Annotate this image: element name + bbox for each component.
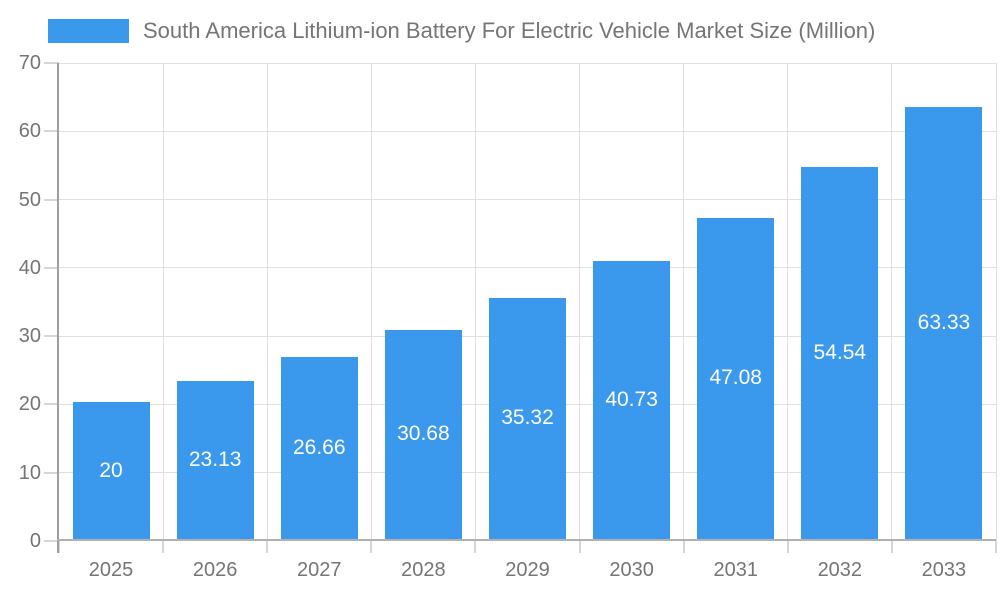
bar-2029[interactable]: 35.32 — [489, 297, 566, 539]
x-axis-tick — [995, 541, 997, 553]
x-axis-label-2029: 2029 — [505, 559, 550, 581]
y-axis-tick — [44, 62, 59, 64]
gridline-horizontal — [59, 199, 996, 201]
gridline-vertical — [579, 63, 581, 541]
x-axis-tick — [266, 541, 269, 553]
gridline-vertical — [995, 63, 997, 541]
bar-value-label: 20 — [99, 458, 123, 482]
gridline-vertical — [266, 63, 268, 541]
gridline-horizontal — [59, 130, 996, 132]
bar-value-label: 63.33 — [917, 310, 971, 334]
x-axis-label-2027: 2027 — [297, 559, 342, 581]
plot-area: 0 10 20 30 40 50 60 70 20 23.13 26.66 30.68 35.32 40.… — [19, 52, 997, 581]
y-axis-label: 30 — [18, 325, 41, 348]
y-axis-tick — [44, 266, 59, 269]
gridline-vertical — [683, 63, 685, 541]
y-axis-tick — [44, 403, 59, 406]
y-axis-line — [57, 63, 59, 553]
bar-value-label: 40.73 — [605, 387, 658, 411]
bar-value-label: 47.08 — [709, 366, 762, 390]
x-axis-label-2028: 2028 — [401, 559, 446, 581]
y-axis-tick — [44, 540, 59, 542]
y-axis-tick — [44, 335, 59, 338]
x-axis-label-2026: 2026 — [192, 559, 238, 581]
x-axis-label-2031: 2031 — [713, 559, 758, 581]
bar-value-label: 35.32 — [501, 406, 554, 430]
x-axis-tick — [890, 541, 893, 553]
x-axis-line — [57, 539, 996, 541]
bar-2031[interactable]: 47.08 — [697, 217, 775, 539]
gridline-vertical — [891, 63, 893, 541]
y-axis-tick — [44, 471, 59, 474]
bar-value-label: 26.66 — [292, 435, 346, 459]
bar-value-label: 23.13 — [188, 448, 242, 472]
x-axis-label-2033: 2033 — [921, 559, 967, 581]
y-axis-tick — [44, 130, 59, 133]
bar-2032[interactable]: 54.54 — [801, 166, 879, 539]
bar-2027[interactable]: 26.66 — [280, 356, 358, 539]
legend-label: South America Lithium-ion Battery For El… — [143, 18, 876, 43]
bar-2033[interactable]: 63.33 — [905, 106, 983, 539]
y-axis-label: 20 — [18, 393, 41, 416]
y-axis-label: 70 — [18, 52, 41, 74]
gridline-horizontal — [59, 267, 996, 269]
x-axis-label-2030: 2030 — [609, 559, 654, 581]
gridline-vertical — [370, 63, 372, 541]
x-axis-label-2025: 2025 — [88, 559, 134, 581]
x-axis-label-2032: 2032 — [817, 559, 863, 581]
legend-swatch — [48, 19, 129, 43]
bar-2030[interactable]: 40.73 — [593, 260, 671, 539]
gridline-horizontal — [59, 62, 996, 64]
x-axis-tick — [58, 541, 60, 553]
y-axis-label: 40 — [18, 256, 41, 279]
x-axis-tick — [786, 541, 789, 553]
gridline-vertical — [787, 63, 789, 541]
legend-item[interactable]: South America Lithium-ion Battery For El… — [48, 18, 875, 44]
y-axis-label: 50 — [18, 188, 41, 211]
gridline-vertical — [162, 63, 164, 541]
bar-2025[interactable]: 20 — [72, 402, 150, 539]
x-axis-tick — [474, 541, 477, 553]
bar-value-label: 30.68 — [397, 422, 450, 446]
y-axis-tick — [44, 198, 59, 201]
bar-2026[interactable]: 23.13 — [176, 381, 254, 539]
y-axis-label: 60 — [18, 120, 41, 143]
x-axis-tick — [370, 541, 373, 553]
bar-value-label: 54.54 — [813, 340, 867, 364]
x-axis-tick — [682, 541, 685, 553]
x-axis-tick — [162, 541, 165, 553]
y-axis-label: 0 — [29, 530, 41, 552]
x-axis-tick — [578, 541, 581, 553]
gridline-vertical — [474, 63, 476, 541]
y-axis-label: 10 — [18, 461, 41, 484]
bar-2028[interactable]: 30.68 — [384, 329, 462, 539]
